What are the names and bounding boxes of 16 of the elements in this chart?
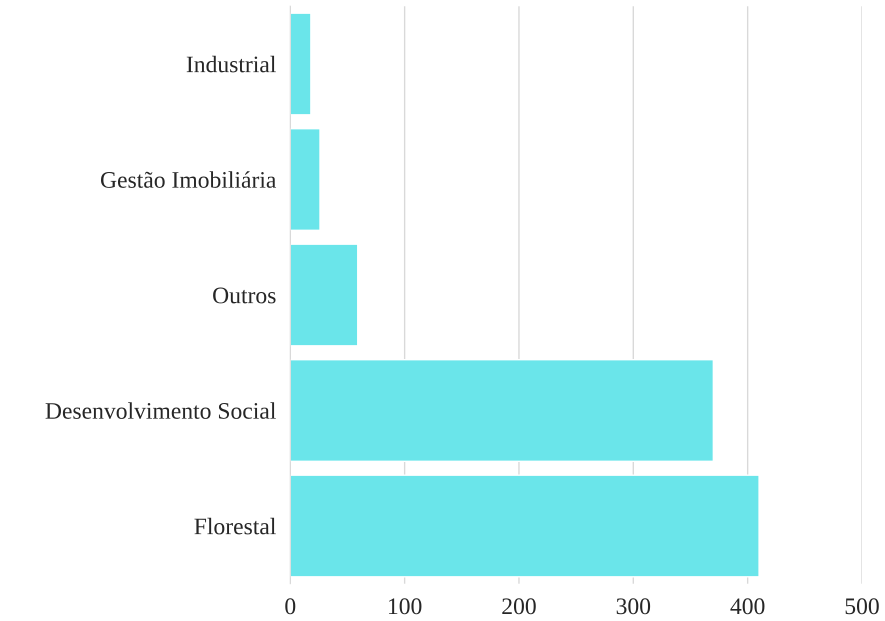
x-tick-label: 400 <box>730 598 764 614</box>
x-tick-label: 300 <box>616 598 650 614</box>
bar <box>290 474 760 578</box>
x-tick-label: 100 <box>388 598 422 614</box>
x-tick-label: 0 <box>285 598 296 614</box>
y-tick-label: Outros <box>213 288 276 304</box>
x-tick-label: 500 <box>846 598 879 614</box>
y-tick-label: Gestão Imobiliária <box>100 171 276 188</box>
y-tick-label: Florestal <box>194 518 276 534</box>
y-tick-label: Industrial <box>186 56 276 72</box>
y-tick-label: Desenvolvimento Social <box>46 402 276 419</box>
x-tick-label: 200 <box>502 598 536 614</box>
bar <box>290 358 714 462</box>
bar <box>290 243 358 346</box>
bar <box>290 128 321 231</box>
bar <box>290 12 312 116</box>
